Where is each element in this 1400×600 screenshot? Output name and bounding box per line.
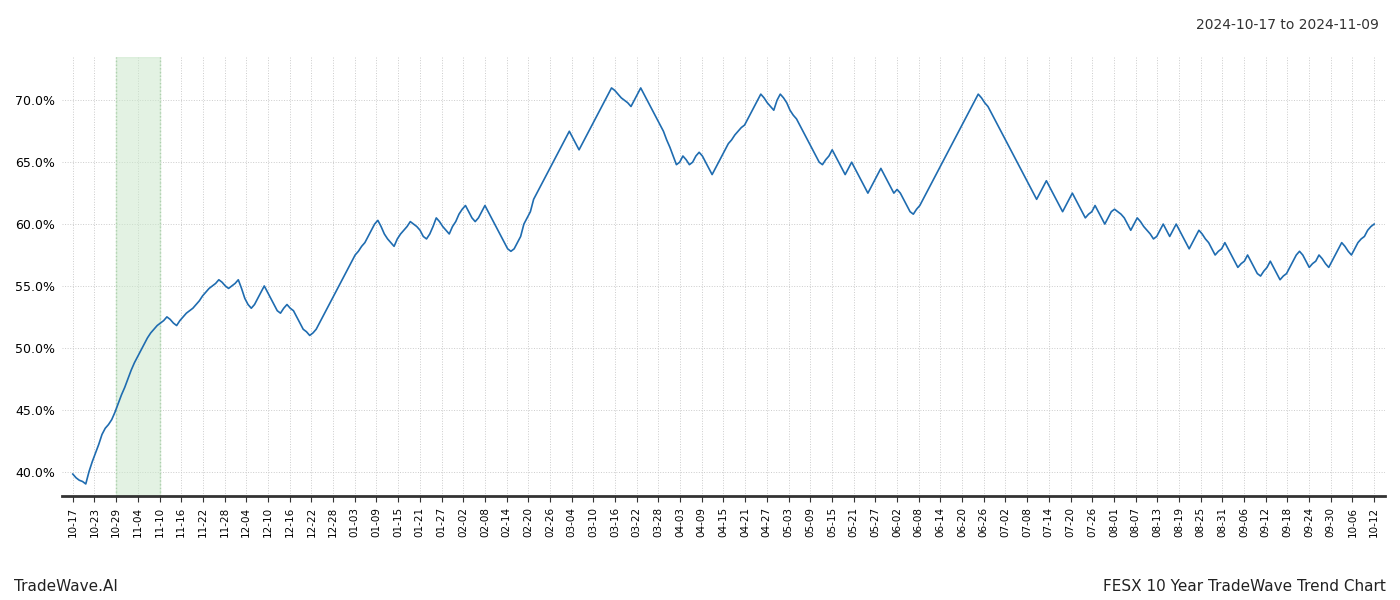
Text: 2024-10-17 to 2024-11-09: 2024-10-17 to 2024-11-09 — [1196, 18, 1379, 32]
Text: TradeWave.AI: TradeWave.AI — [14, 579, 118, 594]
Bar — [116, 57, 160, 496]
Text: FESX 10 Year TradeWave Trend Chart: FESX 10 Year TradeWave Trend Chart — [1103, 579, 1386, 594]
